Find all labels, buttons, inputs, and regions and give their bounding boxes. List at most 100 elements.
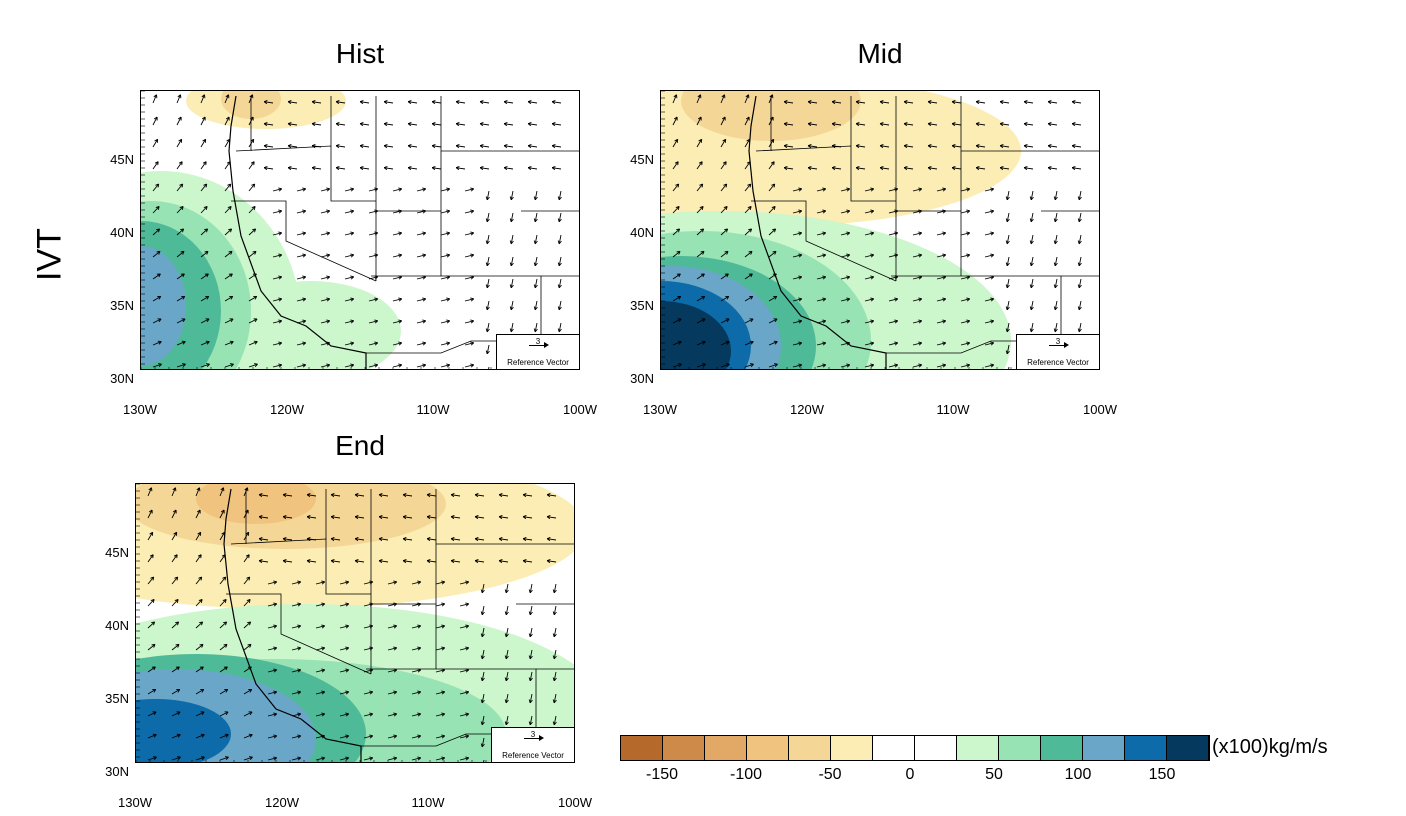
wind-vector bbox=[1030, 322, 1034, 332]
wind-vector bbox=[195, 666, 204, 673]
wind-vector bbox=[888, 276, 898, 280]
wind-vector bbox=[984, 298, 994, 302]
wind-vector bbox=[1024, 167, 1034, 170]
wind-vector bbox=[523, 560, 533, 563]
wind-vector bbox=[296, 210, 306, 214]
wind-vector bbox=[344, 232, 354, 236]
wind-vector bbox=[224, 228, 232, 236]
wind-vector bbox=[272, 232, 282, 236]
colorbar-tick-label: -100 bbox=[729, 766, 763, 783]
wind-vector bbox=[243, 689, 252, 695]
lon-label-120w: 120W bbox=[270, 402, 304, 417]
wind-vector bbox=[510, 212, 514, 222]
wind-vector bbox=[808, 101, 818, 104]
wind-vector bbox=[558, 322, 562, 332]
wind-vector bbox=[672, 318, 682, 324]
lat-label-30n: 30N bbox=[110, 371, 134, 386]
wind-vector bbox=[176, 296, 185, 302]
wind-vector bbox=[792, 298, 802, 302]
wind-vector bbox=[403, 560, 413, 563]
wind-vector bbox=[864, 320, 874, 324]
wind-vector bbox=[296, 232, 306, 236]
wind-vector bbox=[720, 161, 727, 170]
wind-vector bbox=[475, 560, 485, 563]
wind-vector bbox=[315, 735, 325, 739]
wind-vector bbox=[384, 101, 394, 104]
wind-vector bbox=[416, 364, 426, 368]
wind-vector bbox=[195, 599, 203, 607]
wind-vector bbox=[259, 516, 269, 519]
wind-vector bbox=[403, 494, 413, 497]
colorbar-tick-label: 50 bbox=[985, 766, 1003, 783]
wind-vector bbox=[792, 342, 802, 346]
wind-vector bbox=[456, 145, 466, 148]
wind-vector bbox=[928, 167, 938, 170]
wind-vector bbox=[283, 494, 293, 497]
wind-vector bbox=[534, 212, 538, 222]
wind-vector bbox=[1006, 278, 1010, 288]
wind-vector bbox=[696, 206, 704, 214]
wind-vector bbox=[672, 363, 682, 368]
wind-vector bbox=[248, 273, 257, 280]
wind-vector bbox=[672, 139, 679, 148]
wind-vector bbox=[1078, 300, 1082, 310]
wind-vector bbox=[320, 298, 330, 302]
wind-vector bbox=[552, 167, 562, 170]
wind-vector bbox=[547, 516, 557, 519]
wind-vector bbox=[528, 101, 538, 104]
wind-vector bbox=[768, 341, 778, 346]
wind-vector bbox=[219, 599, 227, 607]
wind-vector bbox=[960, 276, 970, 280]
wind-vector bbox=[408, 101, 418, 104]
wind-vector bbox=[499, 538, 509, 541]
wind-vector bbox=[339, 669, 349, 673]
wind-vector bbox=[984, 232, 994, 236]
wind-vector bbox=[768, 228, 776, 236]
wind-vector bbox=[1078, 212, 1082, 222]
wind-vector bbox=[840, 364, 850, 368]
wind-vector bbox=[224, 183, 232, 192]
wind-vector bbox=[315, 691, 325, 695]
wind-vector bbox=[195, 689, 204, 695]
wind-vector bbox=[248, 341, 258, 346]
wind-vector bbox=[427, 538, 437, 541]
wind-vector bbox=[816, 364, 826, 368]
wind-vector bbox=[147, 666, 156, 673]
wind-vector bbox=[856, 145, 866, 148]
lon-label-100w: 100W bbox=[563, 402, 597, 417]
wind-vector bbox=[888, 210, 898, 214]
wind-vector bbox=[152, 116, 158, 126]
wind-vector bbox=[1054, 212, 1058, 222]
lon-label-110w: 110W bbox=[936, 402, 970, 417]
wind-vector bbox=[808, 123, 818, 126]
wind-vector bbox=[320, 364, 330, 368]
wind-vector bbox=[171, 756, 181, 761]
wind-vector bbox=[1024, 145, 1034, 148]
wind-vector bbox=[392, 320, 402, 324]
wind-vector bbox=[1054, 256, 1058, 266]
wind-vector bbox=[291, 581, 301, 585]
wind-vector bbox=[243, 734, 253, 739]
wind-vector bbox=[486, 190, 490, 200]
wind-vector bbox=[435, 735, 445, 739]
wind-vector bbox=[523, 538, 533, 541]
anomaly-shading bbox=[661, 301, 731, 369]
wind-vector bbox=[696, 341, 706, 346]
wind-vector bbox=[272, 320, 282, 324]
wind-vector bbox=[387, 647, 397, 651]
wind-vector bbox=[171, 599, 179, 607]
wind-vector bbox=[427, 516, 437, 519]
wind-vector bbox=[195, 576, 203, 585]
wind-vector bbox=[360, 145, 370, 148]
wind-vector bbox=[267, 647, 277, 651]
wind-vector bbox=[510, 190, 514, 200]
state-border bbox=[371, 211, 442, 277]
wind-vector bbox=[392, 276, 402, 280]
wind-vector bbox=[529, 649, 533, 659]
wind-vector bbox=[840, 232, 850, 236]
reference-arrow-icon bbox=[524, 735, 544, 741]
wind-vector bbox=[315, 625, 325, 629]
wind-vector bbox=[291, 625, 301, 629]
wind-vector bbox=[344, 210, 354, 214]
wind-vector bbox=[1072, 123, 1082, 126]
